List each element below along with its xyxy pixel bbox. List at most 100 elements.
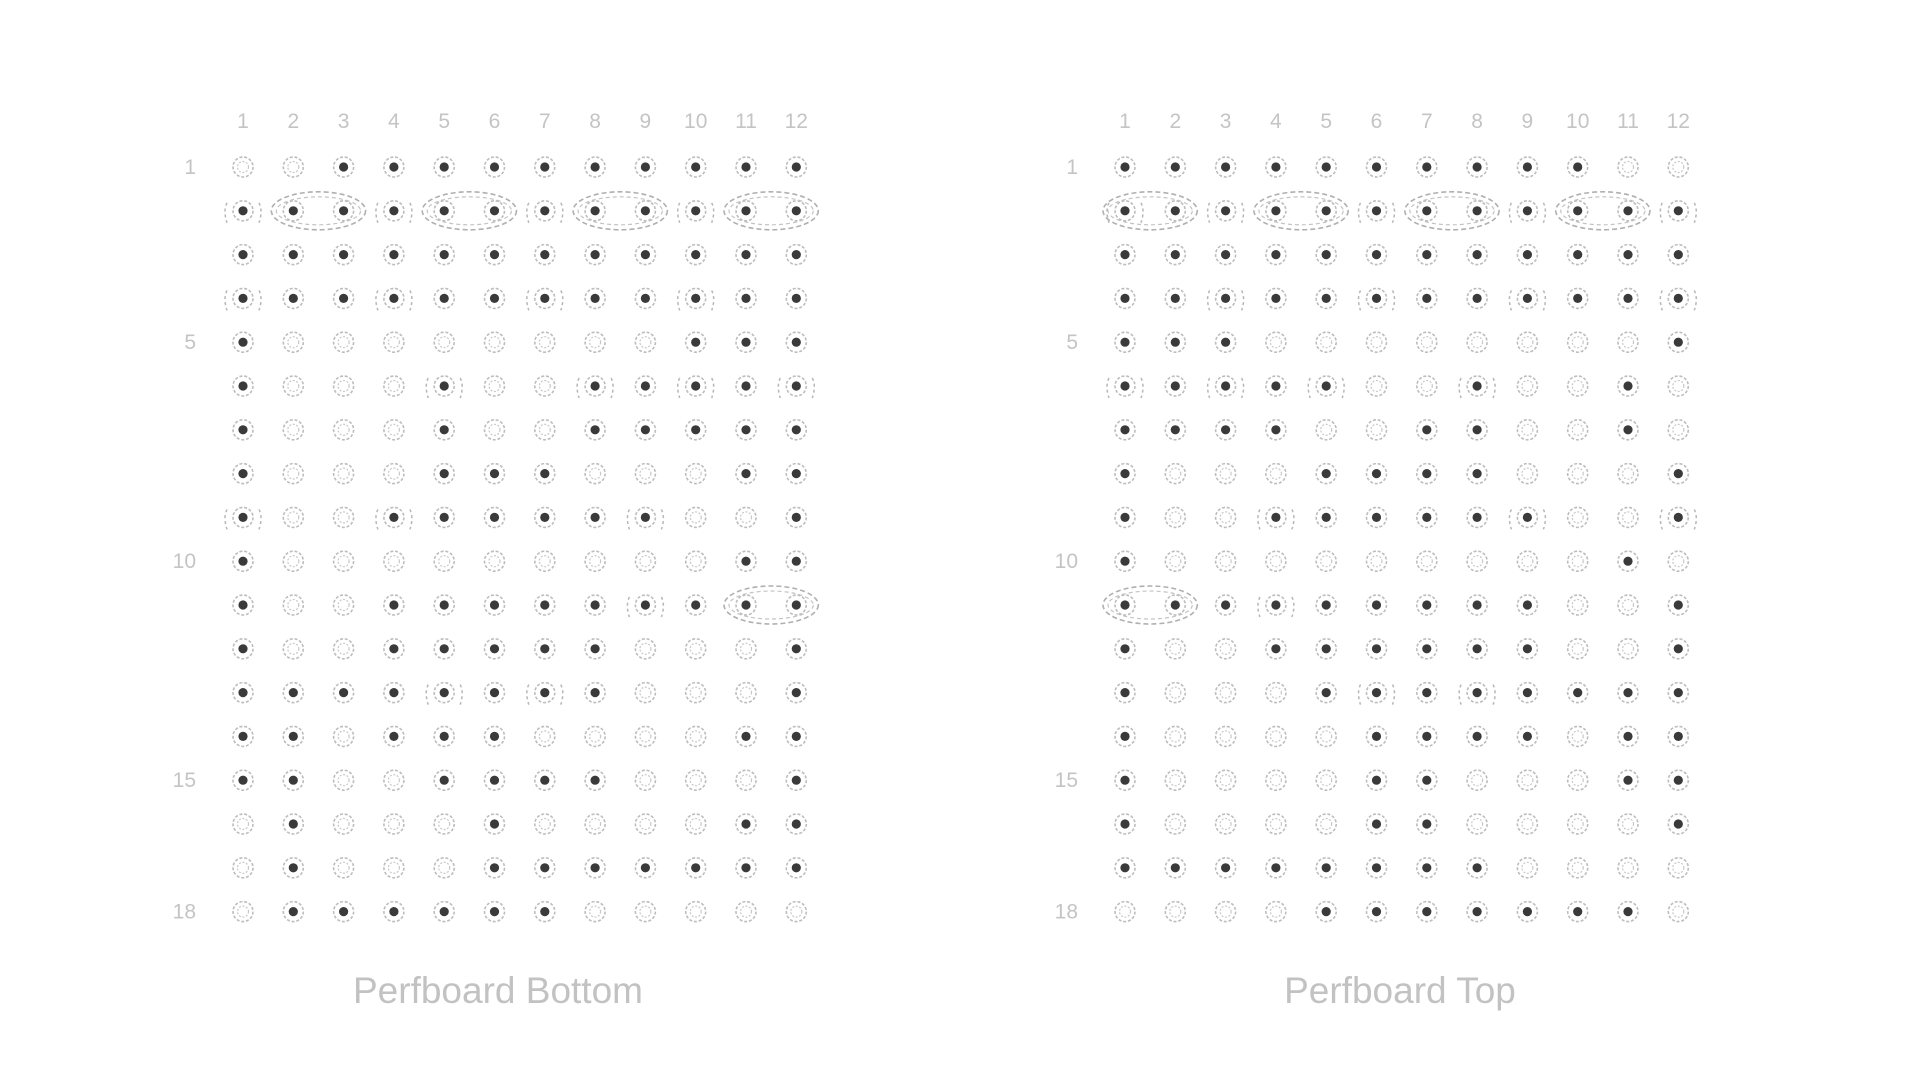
solder-pad bbox=[1422, 731, 1432, 742]
soldered-hole-ring bbox=[533, 681, 556, 704]
solder-pad bbox=[1170, 250, 1180, 260]
empty-hole-inner bbox=[1672, 555, 1685, 568]
empty-hole-inner bbox=[236, 861, 250, 874]
solder-pad bbox=[590, 688, 600, 698]
empty-hole-inner bbox=[1571, 598, 1584, 612]
soldered-hole-ring bbox=[735, 200, 757, 222]
soldered-hole-ring bbox=[1466, 156, 1488, 178]
soldered-hole-ring bbox=[1667, 506, 1690, 529]
empty-hole-inner bbox=[438, 861, 451, 874]
solder-pad bbox=[1673, 206, 1683, 216]
soldered-hole-ring bbox=[735, 725, 757, 748]
empty-hole-inner bbox=[1269, 686, 1283, 699]
soldered-hole-ring bbox=[1566, 681, 1589, 704]
empty-hole-inner bbox=[1370, 336, 1383, 349]
empty-hole bbox=[1516, 550, 1539, 573]
solder-pad bbox=[640, 512, 651, 523]
solder-pad bbox=[1221, 425, 1231, 435]
solder-pad bbox=[489, 206, 500, 216]
empty-hole bbox=[383, 331, 405, 354]
empty-hole-inner bbox=[1621, 642, 1635, 655]
solder-pad bbox=[1422, 688, 1432, 698]
soldered-hole-ring bbox=[1466, 418, 1488, 441]
empty-hole bbox=[1516, 813, 1539, 835]
soldered-hole-ring bbox=[1365, 200, 1388, 222]
soldered-hole-ring bbox=[1416, 200, 1438, 222]
empty-hole bbox=[684, 725, 707, 748]
soldered-hole-ring bbox=[383, 200, 405, 222]
solder-pad bbox=[1573, 688, 1583, 698]
solder-pad bbox=[540, 688, 550, 698]
empty-hole bbox=[1466, 769, 1488, 792]
solder-pad bbox=[1472, 731, 1482, 742]
soldered-hole-ring bbox=[1114, 813, 1136, 835]
soldered-hole-ring bbox=[1114, 594, 1136, 616]
soldered-hole-ring bbox=[1617, 243, 1639, 266]
wire-lead-right bbox=[1492, 684, 1496, 705]
column-label-8: 8 bbox=[1471, 110, 1483, 133]
empty-hole-inner bbox=[639, 467, 652, 480]
column-label-9: 9 bbox=[640, 110, 652, 133]
wire-lead-right bbox=[1492, 377, 1496, 399]
soldered-hole-ring bbox=[785, 856, 808, 879]
soldered-hole-ring bbox=[1214, 287, 1237, 310]
empty-hole-inner bbox=[1118, 905, 1132, 918]
empty-hole-inner bbox=[387, 379, 400, 393]
empty-hole bbox=[332, 462, 355, 485]
empty-hole bbox=[1214, 462, 1237, 485]
soldered-hole-ring bbox=[282, 769, 305, 792]
empty-hole-inner bbox=[639, 817, 652, 831]
solder-pad bbox=[540, 512, 550, 523]
empty-hole bbox=[433, 813, 456, 835]
soldered-hole-ring bbox=[1566, 243, 1589, 266]
empty-hole bbox=[1164, 900, 1187, 923]
empty-hole-inner bbox=[1370, 379, 1383, 393]
solder-pad bbox=[1673, 775, 1683, 785]
caption-perfboard-bottom: Perfboard Bottom bbox=[353, 970, 643, 1011]
solder-bridge-inner bbox=[1107, 196, 1193, 226]
empty-hole-inner bbox=[689, 511, 702, 524]
empty-hole bbox=[483, 550, 506, 573]
soldered-hole-ring bbox=[735, 594, 757, 616]
empty-hole bbox=[1516, 769, 1539, 792]
wire-lead-right bbox=[710, 290, 715, 311]
solder-pad bbox=[1422, 819, 1432, 829]
soldered-hole-ring bbox=[533, 856, 556, 879]
solder-pad bbox=[439, 250, 449, 260]
solder-bridge bbox=[421, 191, 518, 231]
empty-hole bbox=[735, 681, 757, 704]
wire-lead-right bbox=[660, 509, 665, 530]
solder-pad bbox=[238, 556, 248, 566]
solder-pad bbox=[1271, 293, 1281, 303]
soldered-hole-ring bbox=[1667, 331, 1690, 354]
empty-hole-inner bbox=[387, 336, 400, 349]
empty-hole-inner bbox=[337, 817, 350, 831]
wire-lead-left bbox=[224, 202, 228, 224]
empty-hole bbox=[1265, 769, 1287, 792]
empty-hole-inner bbox=[1420, 555, 1433, 568]
empty-hole bbox=[282, 594, 305, 616]
soldered-hole-ring bbox=[1566, 900, 1589, 923]
empty-hole bbox=[1617, 462, 1639, 485]
empty-hole-inner bbox=[588, 730, 602, 743]
soldered-hole-ring bbox=[1667, 594, 1690, 616]
solder-pad bbox=[1120, 162, 1130, 172]
soldered-hole-ring bbox=[684, 156, 707, 178]
column-label-12: 12 bbox=[1667, 110, 1690, 133]
empty-hole bbox=[1265, 462, 1287, 485]
solder-pad bbox=[1623, 556, 1633, 566]
empty-hole bbox=[634, 331, 657, 354]
soldered-hole-ring bbox=[1667, 243, 1690, 266]
soldered-hole-ring bbox=[785, 637, 808, 660]
soldered-hole-ring bbox=[1516, 287, 1539, 310]
soldered-hole-ring bbox=[433, 681, 456, 704]
soldered-hole-ring bbox=[1466, 200, 1488, 222]
column-label-11: 11 bbox=[1617, 110, 1639, 133]
empty-hole bbox=[1566, 550, 1589, 573]
solder-bridge-inner bbox=[1258, 196, 1344, 226]
solder-pad bbox=[1573, 250, 1583, 260]
solder-pad bbox=[339, 293, 349, 303]
solder-pad bbox=[439, 425, 449, 435]
column-label-9: 9 bbox=[1522, 110, 1534, 133]
solder-pad bbox=[389, 293, 399, 303]
